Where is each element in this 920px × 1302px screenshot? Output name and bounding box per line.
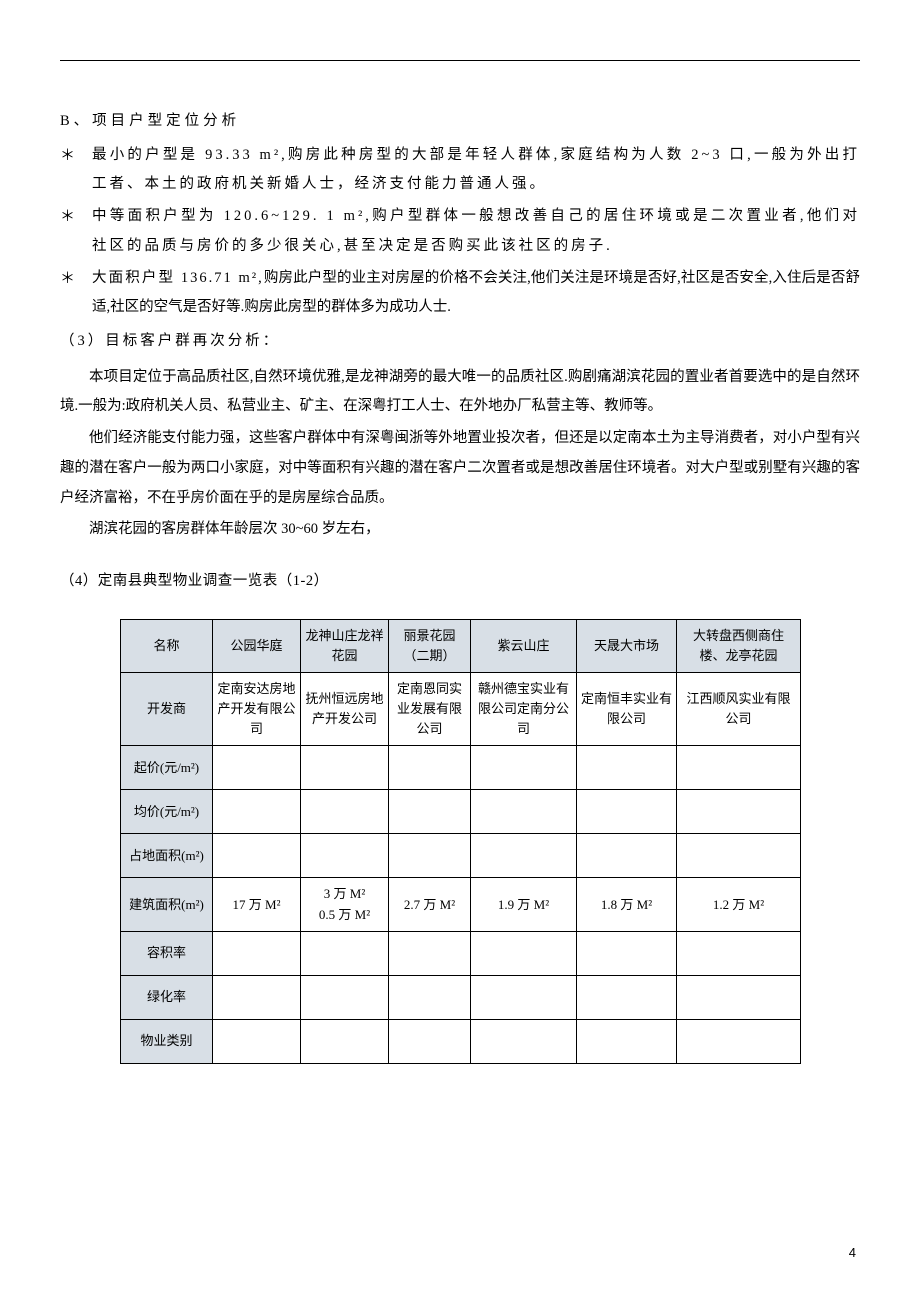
cell: 1.2 万 M² — [677, 878, 801, 931]
cell: 定南恩同实业发展有限公司 — [389, 673, 471, 746]
th-project: 大转盘西侧商住楼、龙亭花园 — [677, 619, 801, 672]
property-survey-table: 名称 公园华庭 龙神山庄龙祥花园 丽景花园（二期） 紫云山庄 天晟大市场 大转盘… — [120, 619, 801, 1064]
heading-b: B、项目户型定位分析 — [60, 107, 860, 137]
cell: 定南恒丰实业有限公司 — [577, 673, 677, 746]
th-project: 龙神山庄龙祥花园 — [301, 619, 389, 672]
th-name: 名称 — [121, 619, 213, 672]
table-row: 占地面积(m²) — [121, 834, 801, 878]
cell: 2.7 万 M² — [389, 878, 471, 931]
row-label: 起价(元/m²) — [121, 746, 213, 790]
row-label: 容积率 — [121, 931, 213, 975]
cell: 1.8 万 M² — [577, 878, 677, 931]
page-number: 4 — [849, 1245, 856, 1260]
table-header-row: 名称 公园华庭 龙神山庄龙祥花园 丽景花园（二期） 紫云山庄 天晟大市场 大转盘… — [121, 619, 801, 672]
row-label: 建筑面积(m²) — [121, 878, 213, 931]
bullet-text: 中等面积户型为 120.6~129. 1 m²,购户型群体一般想改善自己的居住环… — [92, 202, 860, 261]
cell: 抚州恒远房地产开发公司 — [301, 673, 389, 746]
cell: 定南安达房地产开发有限公司 — [213, 673, 301, 746]
th-project: 公园华庭 — [213, 619, 301, 672]
paragraph: 湖滨花园的客房群体年龄层次 30~60 岁左右， — [60, 515, 860, 545]
asterisk-icon: ＊ — [60, 202, 92, 261]
th-project: 紫云山庄 — [471, 619, 577, 672]
top-rule — [60, 60, 860, 61]
bullet-item: ＊ 最小的户型是 93.33 m²,购房此种房型的大部是年轻人群体,家庭结构为人… — [60, 141, 860, 200]
table-row: 建筑面积(m²) 17 万 M² 3 万 M² 0.5 万 M² 2.7 万 M… — [121, 878, 801, 931]
table-row: 起价(元/m²) — [121, 746, 801, 790]
document-body: B、项目户型定位分析 ＊ 最小的户型是 93.33 m²,购房此种房型的大部是年… — [60, 107, 860, 1064]
heading-3: （3）目标客户群再次分析： — [60, 327, 860, 357]
bullet-item: ＊ 中等面积户型为 120.6~129. 1 m²,购户型群体一般想改善自己的居… — [60, 202, 860, 261]
row-label: 绿化率 — [121, 975, 213, 1019]
heading-4: （4）定南县典型物业调查一览表（1-2） — [60, 567, 860, 597]
cell: 17 万 M² — [213, 878, 301, 931]
table-row: 开发商 定南安达房地产开发有限公司 抚州恒远房地产开发公司 定南恩同实业发展有限… — [121, 673, 801, 746]
bullet-text: 大面积户型 136.71 m²,购房此户型的业主对房屋的价格不会关注,他们关注是… — [92, 264, 860, 323]
asterisk-icon: ＊ — [60, 264, 92, 323]
bullet-item: ＊ 大面积户型 136.71 m²,购房此户型的业主对房屋的价格不会关注,他们关… — [60, 264, 860, 323]
table-row: 均价(元/m²) — [121, 790, 801, 834]
paragraph: 本项目定位于高品质社区,自然环境优雅,是龙神湖旁的最大唯一的品质社区.购剧痛湖滨… — [60, 363, 860, 422]
cell: 1.9 万 M² — [471, 878, 577, 931]
cell: 赣州德宝实业有限公司定南分公司 — [471, 673, 577, 746]
table-row: 绿化率 — [121, 975, 801, 1019]
cell: 江西顺风实业有限公司 — [677, 673, 801, 746]
table-row: 物业类别 — [121, 1019, 801, 1063]
row-label: 物业类别 — [121, 1019, 213, 1063]
row-label: 占地面积(m²) — [121, 834, 213, 878]
th-project: 天晟大市场 — [577, 619, 677, 672]
paragraph: 他们经济能支付能力强，这些客户群体中有深粤闽浙等外地置业投次者，但还是以定南本土… — [60, 424, 860, 513]
cell: 3 万 M² 0.5 万 M² — [301, 878, 389, 931]
asterisk-icon: ＊ — [60, 141, 92, 200]
row-label: 开发商 — [121, 673, 213, 746]
th-project: 丽景花园（二期） — [389, 619, 471, 672]
bullet-text: 最小的户型是 93.33 m²,购房此种房型的大部是年轻人群体,家庭结构为人数 … — [92, 141, 860, 200]
row-label: 均价(元/m²) — [121, 790, 213, 834]
table-row: 容积率 — [121, 931, 801, 975]
